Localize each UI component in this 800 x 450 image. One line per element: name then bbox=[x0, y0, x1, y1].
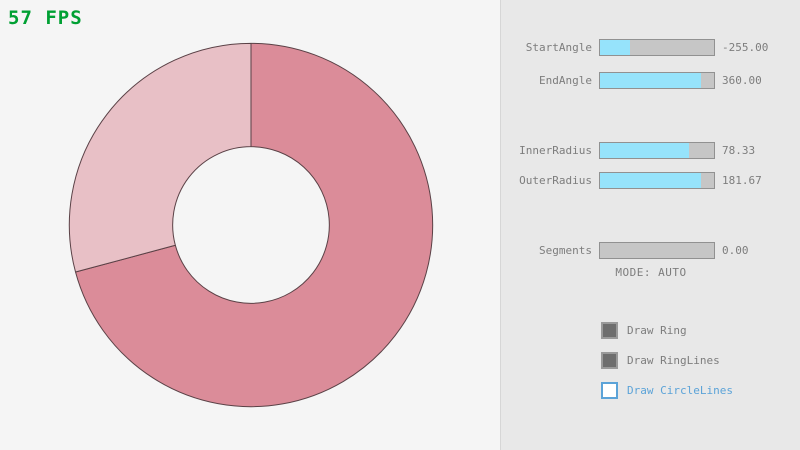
slider-track-start-angle[interactable] bbox=[599, 38, 715, 56]
slider-row-end-angle[interactable]: EndAngle 360.00 bbox=[501, 71, 800, 89]
slider-value-segments: 0.00 bbox=[722, 243, 749, 257]
slider-fill-end-angle bbox=[600, 72, 702, 88]
slider-value-outer-radius: 181.67 bbox=[722, 173, 762, 187]
render-canvas[interactable]: 57 FPS bbox=[0, 0, 500, 450]
slider-label-outer-radius: OuterRadius bbox=[519, 173, 592, 187]
slider-track-outer-radius[interactable] bbox=[599, 171, 715, 189]
slider-label-segments: Segments bbox=[539, 243, 592, 257]
slider-label-inner-radius: InnerRadius bbox=[519, 143, 592, 157]
checkbox-draw-ringlines[interactable] bbox=[601, 351, 618, 369]
donut-slice bbox=[68, 42, 252, 273]
donut-slice bbox=[75, 42, 434, 408]
slider-value-start-angle: -255.00 bbox=[722, 40, 769, 54]
slider-value-inner-radius: 78.33 bbox=[722, 143, 756, 157]
slider-label-start-angle: StartAngle bbox=[525, 40, 592, 54]
control-panel: StartAngle -255.00 EndAngle 360.00 Inner… bbox=[500, 0, 800, 450]
checkbox-draw-ring[interactable] bbox=[601, 321, 618, 339]
slider-label-end-angle: EndAngle bbox=[539, 73, 592, 87]
slider-track-inner-radius[interactable] bbox=[599, 141, 715, 159]
checkbox-row-draw-circlelines[interactable]: Draw CircleLines bbox=[601, 380, 733, 400]
slider-row-start-angle[interactable]: StartAngle -255.00 bbox=[501, 38, 800, 56]
checkbox-label-draw-ringlines: Draw RingLines bbox=[627, 353, 720, 367]
slider-track-end-angle[interactable] bbox=[599, 71, 715, 89]
slider-value-end-angle: 360.00 bbox=[722, 73, 762, 87]
slider-fill-inner-radius bbox=[600, 142, 689, 158]
slider-fill-outer-radius bbox=[600, 172, 702, 188]
slider-row-segments[interactable]: Segments 0.00 bbox=[501, 241, 800, 259]
checkbox-row-draw-ring[interactable]: Draw Ring bbox=[601, 320, 687, 340]
checkbox-row-draw-ringlines[interactable]: Draw RingLines bbox=[601, 350, 720, 370]
mode-label: MODE: AUTO bbox=[615, 266, 687, 279]
slider-row-inner-radius[interactable]: InnerRadius 78.33 bbox=[501, 141, 800, 159]
slider-track-segments[interactable] bbox=[599, 241, 715, 259]
donut-chart bbox=[68, 42, 434, 408]
checkbox-label-draw-circlelines: Draw CircleLines bbox=[627, 383, 733, 397]
slider-fill-start-angle bbox=[600, 39, 630, 55]
slider-row-outer-radius[interactable]: OuterRadius 181.67 bbox=[501, 171, 800, 189]
checkbox-draw-circlelines[interactable] bbox=[601, 381, 618, 399]
checkbox-label-draw-ring: Draw Ring bbox=[627, 323, 687, 337]
fps-counter: 57 FPS bbox=[8, 7, 83, 29]
